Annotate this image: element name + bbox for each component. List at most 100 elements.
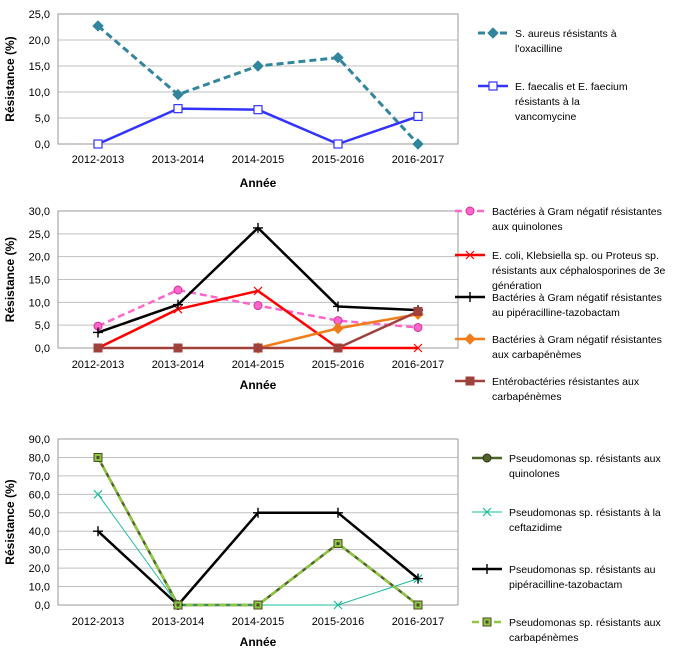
series-line xyxy=(97,226,419,334)
data-point xyxy=(333,139,343,149)
data-point xyxy=(333,343,343,353)
y-tick-label: 15,0 xyxy=(29,61,50,73)
legend-marker xyxy=(487,27,499,39)
data-point xyxy=(173,299,183,310)
data-point xyxy=(413,600,423,610)
legend-entry: Pseudomonas sp. résistants à la ceftazidi… xyxy=(472,507,661,534)
legend-label: résistants aux céphalosporines de 3e xyxy=(492,265,666,277)
data-point xyxy=(253,507,263,518)
series-line xyxy=(97,511,419,607)
y-tick-label: 0,0 xyxy=(35,600,50,612)
x-tick-label: 2016-2017 xyxy=(392,359,445,371)
y-axis-title: Résistance (%) xyxy=(3,36,17,121)
data-point xyxy=(253,343,263,353)
x-tick-label: 2016-2017 xyxy=(392,616,445,628)
legend-marker xyxy=(465,292,475,302)
chart-1: 0,0 5,0 10,0 15,0 20,0 25,0 2012-2013 2013-2014… xyxy=(3,9,628,190)
data-point xyxy=(333,600,343,610)
y-tick-label: 25,0 xyxy=(29,9,50,21)
y-tick-label: 0,0 xyxy=(35,343,50,355)
data-point xyxy=(333,539,343,549)
data-point xyxy=(93,139,103,149)
legend-marker xyxy=(465,250,475,260)
x-tick-label: 2013-2014 xyxy=(152,616,205,628)
legend-entry: Pseudomonas sp. résistants aux quinolones xyxy=(472,453,661,480)
data-point xyxy=(93,489,103,499)
x-tick-label: 2015-2016 xyxy=(312,359,365,371)
legend-label: l'oxacilline xyxy=(515,43,563,55)
y-tick-label: 25,0 xyxy=(29,229,50,241)
data-point xyxy=(173,600,183,610)
data-point xyxy=(253,301,263,311)
x-axis-title: Année xyxy=(240,378,277,392)
data-point xyxy=(253,600,263,610)
legend-marker xyxy=(465,376,475,386)
x-tick-label: 2014-2015 xyxy=(232,154,285,166)
data-point xyxy=(252,60,264,72)
legend-entry: Bactéries à Gram négatif résistantes aux … xyxy=(455,333,662,361)
legend-label: pipéracilline-tazobactam xyxy=(509,579,622,591)
legend-marker xyxy=(482,507,492,517)
legend-label: S. aureus résistants à xyxy=(515,28,617,40)
legend-marker xyxy=(488,81,498,91)
chart-3: 0,0 10,0 20,0 30,0 40,0 50,0 60,0 70,0 80,0 90,0 2… xyxy=(3,434,661,649)
data-point xyxy=(413,343,423,353)
y-tick-label: 40,0 xyxy=(29,526,50,538)
legend-label: aux carbapénèmes xyxy=(492,349,581,361)
legend-label: Bactéries à Gram négatif résistantes xyxy=(492,206,662,218)
data-point xyxy=(413,111,423,122)
data-point xyxy=(413,322,423,332)
legend-label: Pseudomonas sp. résistants aux xyxy=(509,453,661,465)
y-tick-label: 20,0 xyxy=(29,563,50,575)
x-axis-title: Année xyxy=(240,176,277,190)
legend-entry: Entérobactéries résistantes aux carbapénè… xyxy=(455,376,640,403)
data-point xyxy=(92,20,104,32)
series-3 xyxy=(93,507,423,610)
legend-label: vancomycine xyxy=(515,111,576,123)
legend-label: aux quinolones xyxy=(492,221,563,233)
y-tick-label: 90,0 xyxy=(29,434,50,446)
series-2 xyxy=(93,104,423,149)
data-point xyxy=(413,573,423,584)
x-tick-label: 2014-2015 xyxy=(232,616,285,628)
x-tick-label: 2015-2016 xyxy=(312,616,365,628)
data-point xyxy=(333,301,343,312)
legend-label: Pseudomonas sp. résistants aux xyxy=(509,617,661,629)
legend-label: Entérobactéries résistantes aux xyxy=(492,376,640,388)
y-tick-label: 15,0 xyxy=(29,275,50,287)
legend-label: Pseudomonas sp. résistants à la xyxy=(509,507,661,519)
y-tick-label: 10,0 xyxy=(29,582,50,594)
data-point xyxy=(253,105,263,115)
chart-2: 0,0 5,0 10,0 15,0 20,0 25,0 30,0 2012-2013 2013-… xyxy=(3,206,666,403)
x-tick-label: 2016-2017 xyxy=(392,154,445,166)
data-point xyxy=(93,343,103,353)
data-point xyxy=(332,322,344,335)
data-point xyxy=(172,88,184,101)
x-tick-label: 2013-2014 xyxy=(152,154,205,166)
y-tick-label: 10,0 xyxy=(29,297,50,309)
legend-label: carbapénèmes xyxy=(492,391,561,403)
legend-label: Pseudomonas sp. résistants au xyxy=(509,564,656,576)
legend-entry: Bactéries à Gram négatif résistantes au p… xyxy=(455,292,662,319)
y-tick-label: 10,0 xyxy=(29,87,50,99)
data-point xyxy=(333,507,343,518)
data-point xyxy=(93,327,103,338)
series-2 xyxy=(93,286,423,353)
x-axis-title: Année xyxy=(240,635,277,649)
legend-label: génération xyxy=(492,280,542,292)
series-1 xyxy=(92,20,424,150)
data-point xyxy=(253,286,263,296)
plot-frame xyxy=(57,13,459,145)
legend-label: E. faecalis et E. faecium xyxy=(515,81,628,93)
x-tick-label: 2014-2015 xyxy=(232,359,285,371)
legend-entry: Pseudomonas sp. résistants aux carbapénèm… xyxy=(472,617,661,644)
data-point xyxy=(173,285,183,295)
legend-entry: E. faecalis et E. faecium résistants à la… xyxy=(478,81,628,123)
y-tick-label: 5,0 xyxy=(35,113,50,125)
x-tick-label: 2015-2016 xyxy=(312,154,365,166)
legend-label: résistants à la xyxy=(515,96,580,108)
legend-label: E. coli, Klebsiella sp. ou Proteus sp. xyxy=(492,250,659,262)
y-tick-label: 30,0 xyxy=(29,206,50,218)
x-tick-label: 2012-2013 xyxy=(72,154,125,166)
x-tick-label: 2012-2013 xyxy=(72,616,125,628)
